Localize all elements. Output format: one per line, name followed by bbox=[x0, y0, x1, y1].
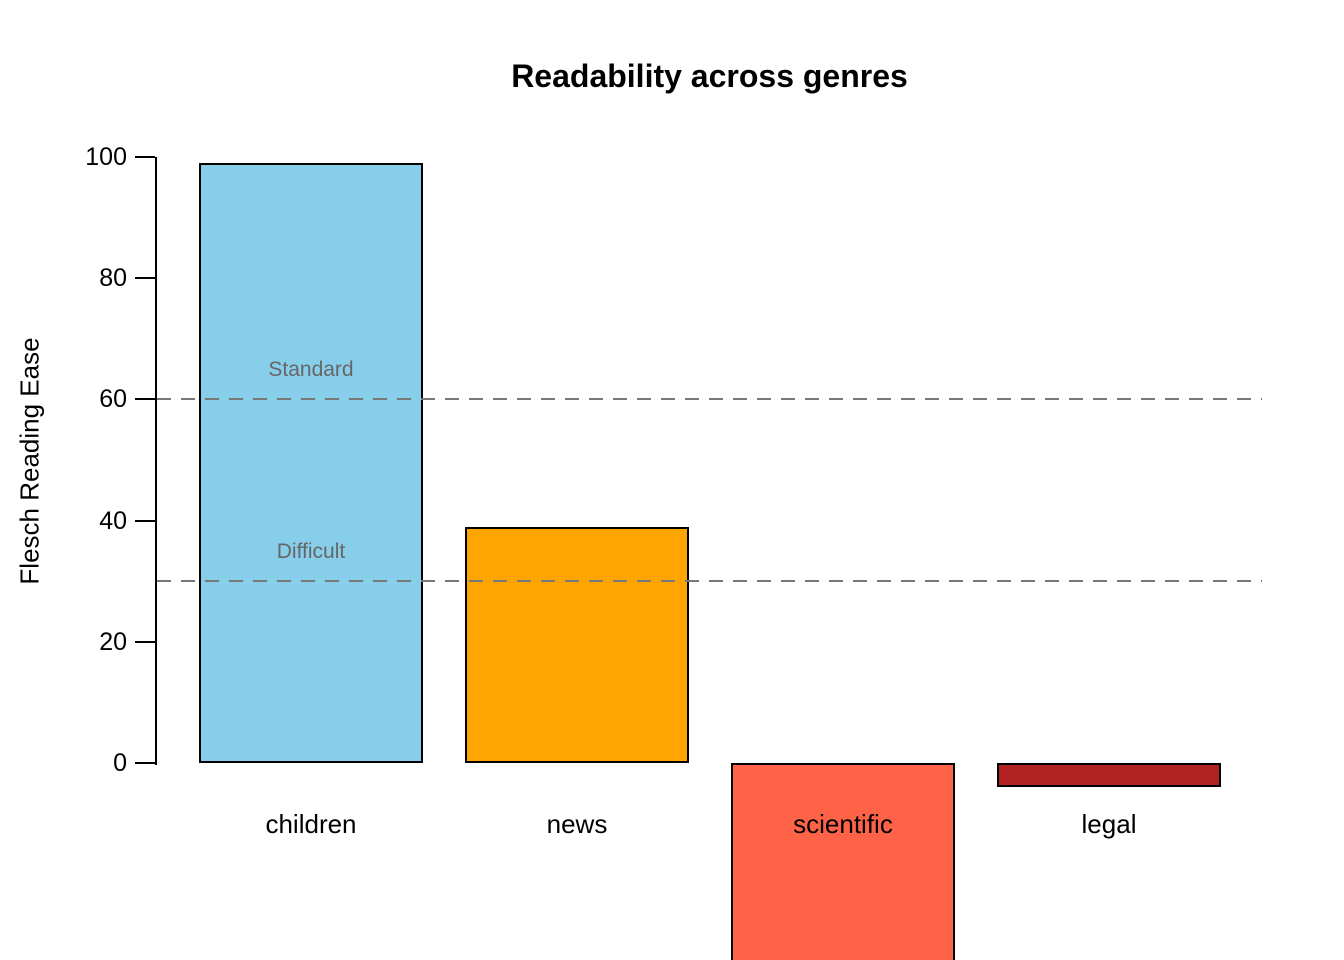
y-tick-label: 0 bbox=[113, 749, 127, 777]
category-label-scientific: scientific bbox=[793, 809, 893, 839]
y-tick-mark bbox=[135, 156, 155, 158]
category-label-news: news bbox=[546, 809, 608, 839]
bar-children bbox=[199, 163, 423, 763]
y-tick-mark bbox=[135, 519, 155, 522]
y-axis-label: Flesch Reading Ease bbox=[14, 337, 45, 585]
reference-line-standard bbox=[157, 398, 1262, 401]
y-tick-label: 40 bbox=[99, 506, 127, 535]
y-tick-mark bbox=[135, 277, 155, 280]
chart-title: Readability across genres bbox=[511, 58, 908, 94]
bar-scientific bbox=[731, 763, 955, 960]
category-label-children: children bbox=[265, 809, 357, 839]
category-label-legal: legal bbox=[1081, 809, 1137, 839]
bar-news bbox=[465, 526, 689, 763]
y-tick-label: 60 bbox=[99, 385, 127, 414]
y-tick-mark bbox=[135, 640, 155, 643]
reference-label-difficult: Difficult bbox=[276, 540, 346, 564]
y-tick-label: 80 bbox=[99, 264, 127, 293]
bar-legal bbox=[997, 763, 1221, 788]
y-tick-mark bbox=[135, 398, 155, 401]
y-tick-mark bbox=[135, 762, 155, 764]
y-tick-label: 100 bbox=[85, 143, 127, 171]
y-axis-line bbox=[155, 157, 157, 765]
y-tick-label: 20 bbox=[99, 627, 127, 656]
reference-line-difficult bbox=[157, 580, 1262, 583]
reference-label-standard: Standard bbox=[268, 358, 354, 382]
